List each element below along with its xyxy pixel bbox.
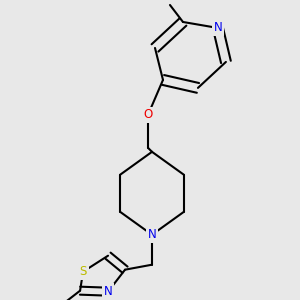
Text: O: O	[143, 108, 153, 122]
Text: N: N	[148, 228, 156, 241]
Text: N: N	[214, 22, 222, 34]
Text: N: N	[104, 285, 112, 298]
Text: S: S	[80, 265, 87, 278]
